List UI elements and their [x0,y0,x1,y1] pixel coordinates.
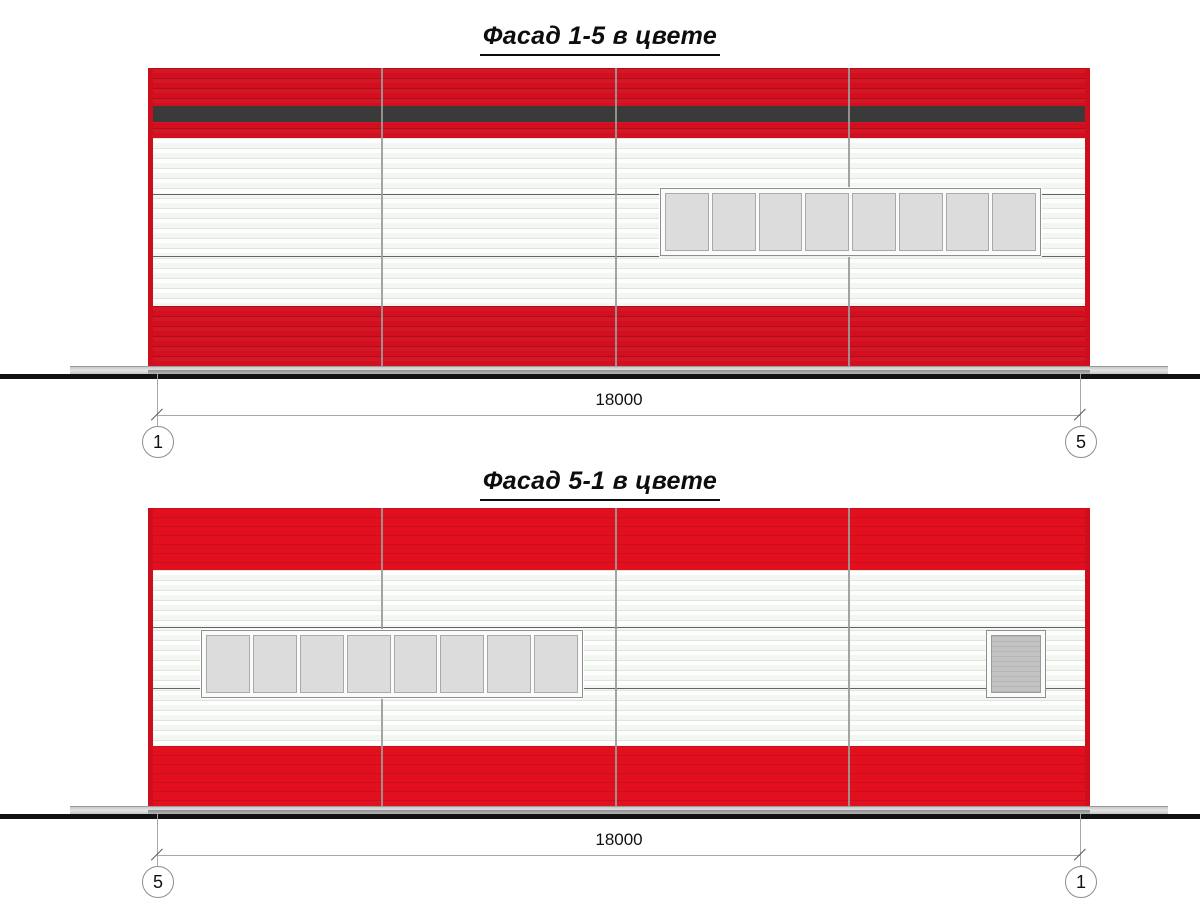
facade-1-axis-bubble-left: 1 [142,426,174,458]
facade-1-column-joint-1 [381,68,383,366]
facade-2-dimension-line [157,855,1081,856]
axis-label: 5 [152,871,163,892]
facade-2-title-text: Фасад 5-1 в цвете [479,467,721,501]
facade-2-axis-bubble-left: 5 [142,866,174,898]
facade-2-drawing: 18000 5 1 [0,440,1200,900]
facade-2-panel-joint-lower [148,688,1090,689]
facade-2-extension-left [157,814,158,874]
facade-1-upper-red-siding [148,68,1090,138]
facade-1-left-edge [148,68,153,366]
facade-2-lower-red-siding [148,746,1090,806]
facade-1-dimension-value: 18000 [595,390,643,409]
window-pane [487,635,532,693]
facade-1-panel-joint-lower [148,256,1090,257]
window-pane [945,193,990,251]
facade-2-plinth-shadow [148,810,1090,815]
door-leaf [991,635,1041,693]
window-pane [206,635,250,693]
facade-2-title: Фасад 5-1 в цвете [0,467,1200,501]
facade-1-dimension-line [157,415,1081,416]
facade-1-panel-joint-upper [148,194,1090,195]
facade-2-left-edge [148,508,153,806]
facade-2-ribbon-window [201,630,583,698]
window-pane [299,635,344,693]
facade-2-right-edge [1085,508,1090,806]
facade-1-building [148,68,1090,366]
facade-2-building [148,508,1090,806]
window-pane [393,635,438,693]
axis-label: 1 [1075,871,1086,892]
window-pane [852,193,896,251]
facade-2-dimension-value: 18000 [595,830,643,849]
facade-1-dark-accent-stripe [148,106,1090,122]
facade-2-upper-red-siding [148,508,1090,570]
facade-1-extension-left [157,374,158,434]
window-pane [992,193,1036,251]
facade-1-ground-line [0,374,1200,379]
axis-label: 5 [1075,431,1086,452]
facade-2-entrance-door [986,630,1046,698]
facade-2-ground-line [0,814,1200,819]
facade-1-title-text: Фасад 1-5 в цвете [479,22,721,56]
window-pane [346,635,391,693]
facade-1-right-edge [1085,68,1090,366]
facade-1-column-joint-2 [615,68,617,366]
axis-label: 1 [152,431,163,452]
window-pane [440,635,485,693]
facade-1-drawing: 18000 1 5 [0,68,1200,458]
window-pane [534,635,578,693]
facade-1-lower-red-siding [148,306,1090,366]
facade-1-ribbon-window [660,188,1041,256]
window-pane [805,193,849,251]
facade-2-axis-bubble-right: 1 [1065,866,1097,898]
facade-2-column-joint-3 [848,508,850,806]
facade-2-panel-joint-upper [148,627,1090,628]
window-pane [711,193,756,251]
facade-2-extension-right [1080,814,1081,874]
facade-2-column-joint-2 [615,508,617,806]
window-pane [665,193,709,251]
facade-1-title: Фасад 1-5 в цвете [0,22,1200,56]
facade-1-plinth-shadow [148,370,1090,375]
window-pane [758,193,803,251]
facade-1-extension-right [1080,374,1081,434]
window-pane [252,635,297,693]
window-pane [898,193,943,251]
facade-1-axis-bubble-right: 5 [1065,426,1097,458]
